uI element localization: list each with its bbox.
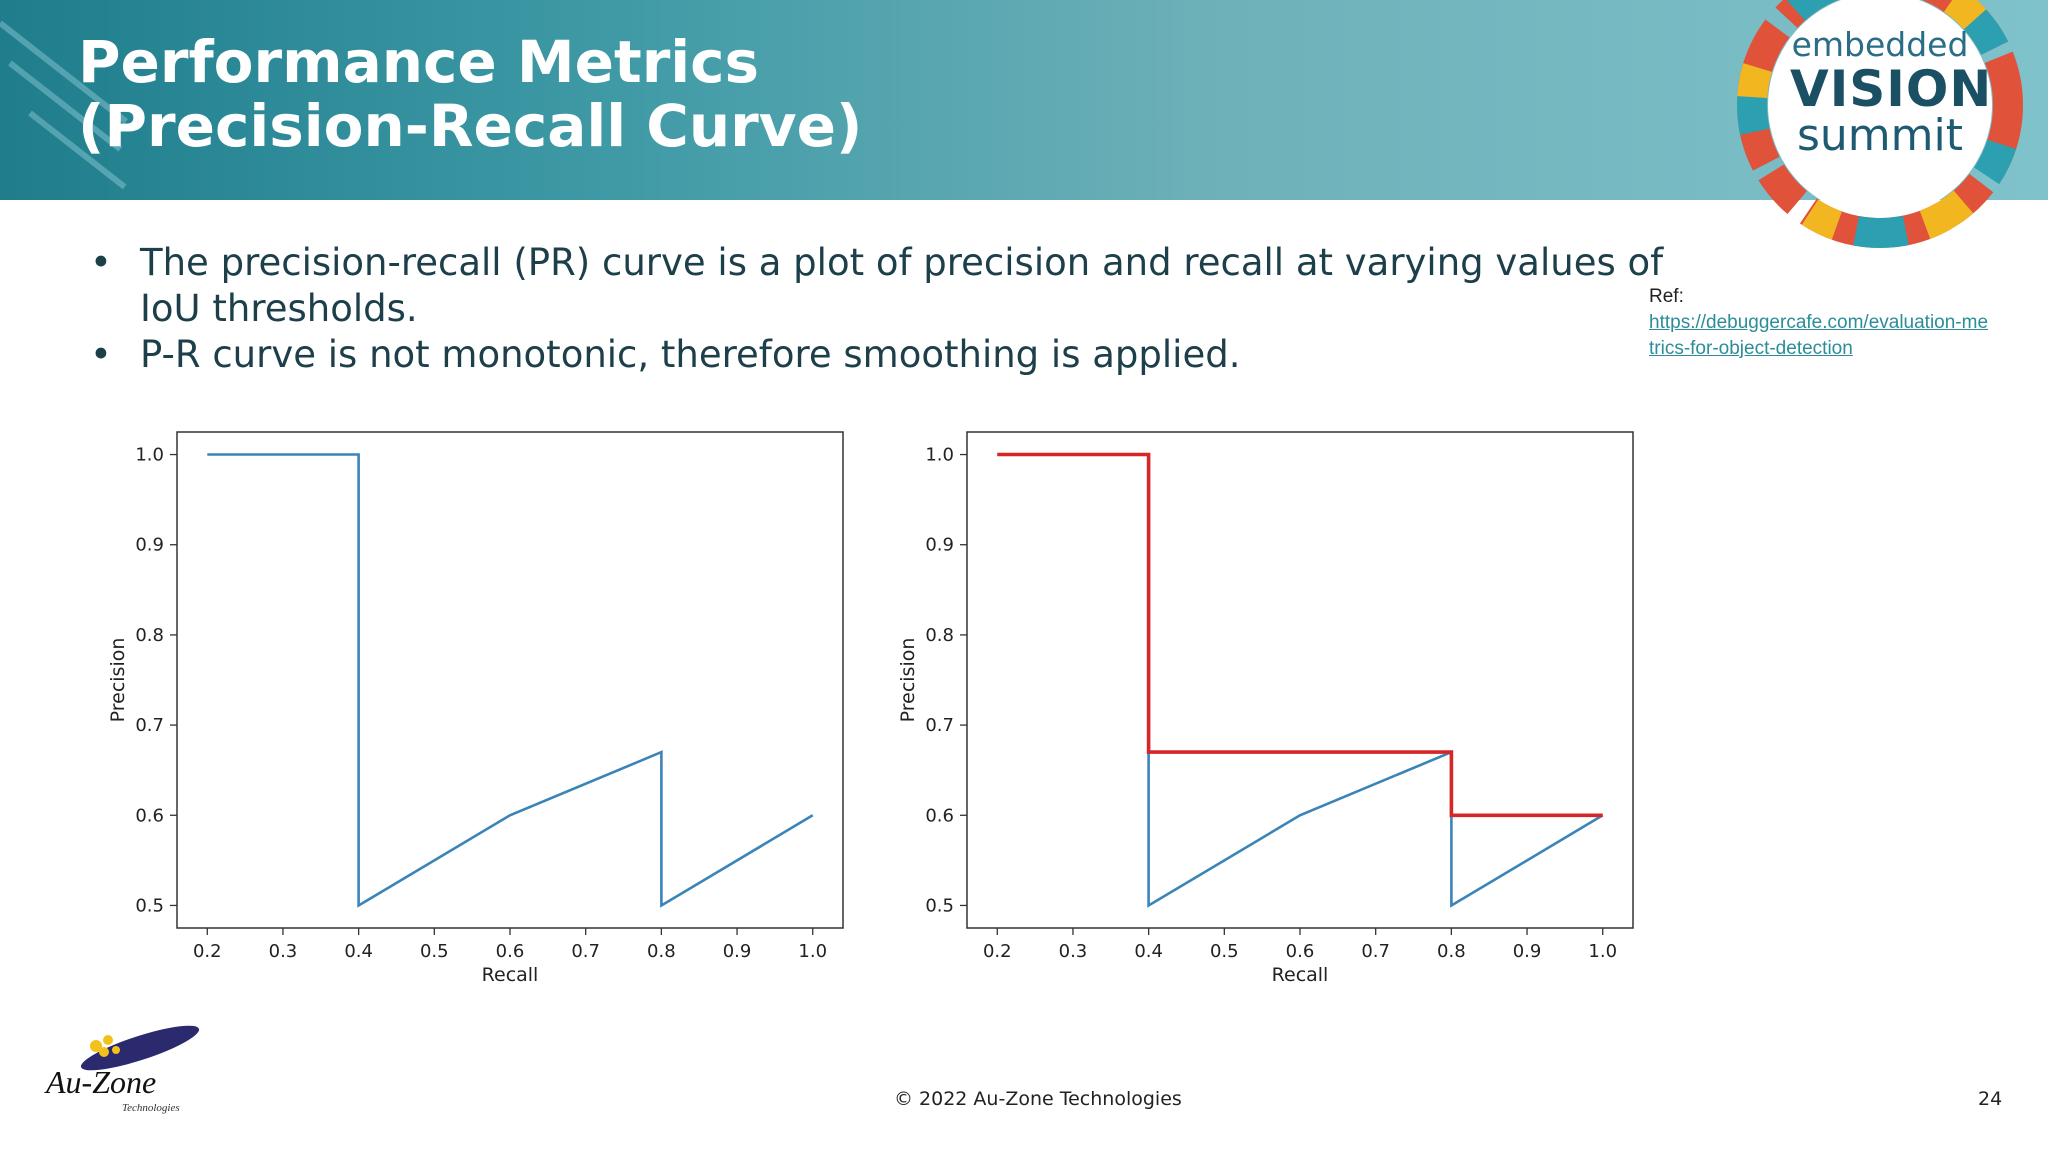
y-tick-label: 0.9: [135, 535, 164, 556]
y-tick-label: 1.0: [135, 445, 164, 466]
x-tick-label: 0.8: [1437, 941, 1466, 962]
plot-frame: [966, 431, 1634, 929]
header-band: Performance Metrics (Precision-Recall Cu…: [0, 0, 2048, 200]
x-tick-label: 0.4: [1134, 941, 1163, 962]
au-zone-logo: Au-Zone Technologies: [40, 1020, 200, 1120]
slide-title: Performance Metrics (Precision-Recall Cu…: [78, 30, 1578, 158]
x-tick-label: 1.0: [1588, 941, 1617, 962]
series-line-1: [207, 453, 814, 908]
x-tick-label: 0.2: [983, 941, 1012, 962]
bullet-list: • The precision-recall (PR) curve is a pl…: [88, 240, 1664, 378]
x-tick-label: 0.9: [1513, 941, 1542, 962]
reference-link[interactable]: https://debuggercafe.com/evaluation-metr…: [1649, 312, 1989, 359]
bullet-dot: •: [90, 333, 112, 376]
y-tick-label: 0.9: [925, 535, 954, 556]
y-axis-label: Precision: [897, 638, 919, 723]
x-tick-label: 0.5: [420, 941, 449, 962]
y-tick-label: 0.6: [135, 805, 164, 826]
series-line-1: [997, 453, 1604, 908]
y-tick-label: 0.8: [135, 625, 164, 646]
x-tick-label: 1.0: [798, 941, 827, 962]
y-tick-label: 0.7: [135, 715, 164, 736]
logo-line-embedded: embedded: [1791, 25, 1969, 64]
y-tick-label: 0.5: [135, 895, 164, 916]
bullet-dot: •: [90, 241, 112, 284]
y-tick-label: 0.7: [925, 715, 954, 736]
embedded-vision-summit-logo: embedded VISION summit: [1730, 0, 2030, 250]
x-tick-label: 0.6: [496, 941, 525, 962]
x-tick-label: 0.7: [1361, 941, 1390, 962]
bullet-text-line: IoU thresholds.: [140, 287, 418, 330]
slide-title-line-1: Performance Metrics: [78, 28, 760, 96]
bullet-item: • The precision-recall (PR) curve is a pl…: [88, 240, 1664, 332]
bullet-item: • P-R curve is not monotonic, therefore s…: [88, 332, 1588, 378]
smoothed-pr-curve-chart: 0.2 0.3 0.4 0.5 0.6 0.7 0.8 0.9 1.0 0.5 0.6 0.7 0.8 0…: [897, 431, 1634, 986]
au-zone-logo-graphic: [80, 1025, 200, 1071]
slide-title-line-2: (Precision-Recall Curve): [78, 92, 863, 160]
x-axis-label: Recall: [1272, 964, 1329, 986]
x-axis-label: Recall: [482, 964, 539, 986]
x-tick-label: 0.9: [723, 941, 752, 962]
x-tick-label: 0.3: [269, 941, 298, 962]
y-axis-label: Precision: [107, 638, 129, 723]
x-tick-label: 0.2: [193, 941, 222, 962]
reference-block: Ref: https://debuggercafe.com/evaluation…: [1649, 284, 1989, 362]
x-tick-label: 0.5: [1210, 941, 1239, 962]
bullet-text-line: The precision-recall (PR) curve is a plo…: [140, 241, 1664, 284]
footer-copyright: © 2022 Au-Zone Technologies: [894, 1088, 1182, 1110]
series-line-2: [997, 452, 1603, 818]
y-tick-label: 1.0: [925, 445, 954, 466]
logo-line-vision: VISION: [1790, 60, 1993, 118]
y-tick-label: 0.5: [925, 895, 954, 916]
au-zone-logo-text: Au-Zone: [46, 1064, 157, 1100]
logo-ring-graphic: [1737, 0, 2023, 248]
logo-line-summit: summit: [1796, 110, 1963, 161]
x-tick-label: 0.6: [1286, 941, 1315, 962]
page-number: 24: [1978, 1088, 2003, 1110]
au-zone-logo-subtext: Technologies: [122, 1102, 180, 1114]
reference-label: Ref:: [1649, 286, 1684, 307]
x-tick-label: 0.8: [647, 941, 676, 962]
y-tick-label: 0.8: [925, 625, 954, 646]
x-tick-label: 0.7: [571, 941, 600, 962]
pr-curve-chart: 0.2 0.3 0.4 0.5 0.6 0.7 0.8 0.9 1.0 0.5 0.6 0.7 0.8 0…: [107, 431, 844, 986]
bullet-text-line: P-R curve is not monotonic, therefore sm…: [140, 333, 1241, 376]
x-tick-label: 0.3: [1059, 941, 1088, 962]
logo-text: embedded VISION summit: [1730, 0, 2030, 250]
x-tick-label: 0.4: [344, 941, 373, 962]
plot-frame: [176, 431, 844, 929]
y-tick-label: 0.6: [925, 805, 954, 826]
